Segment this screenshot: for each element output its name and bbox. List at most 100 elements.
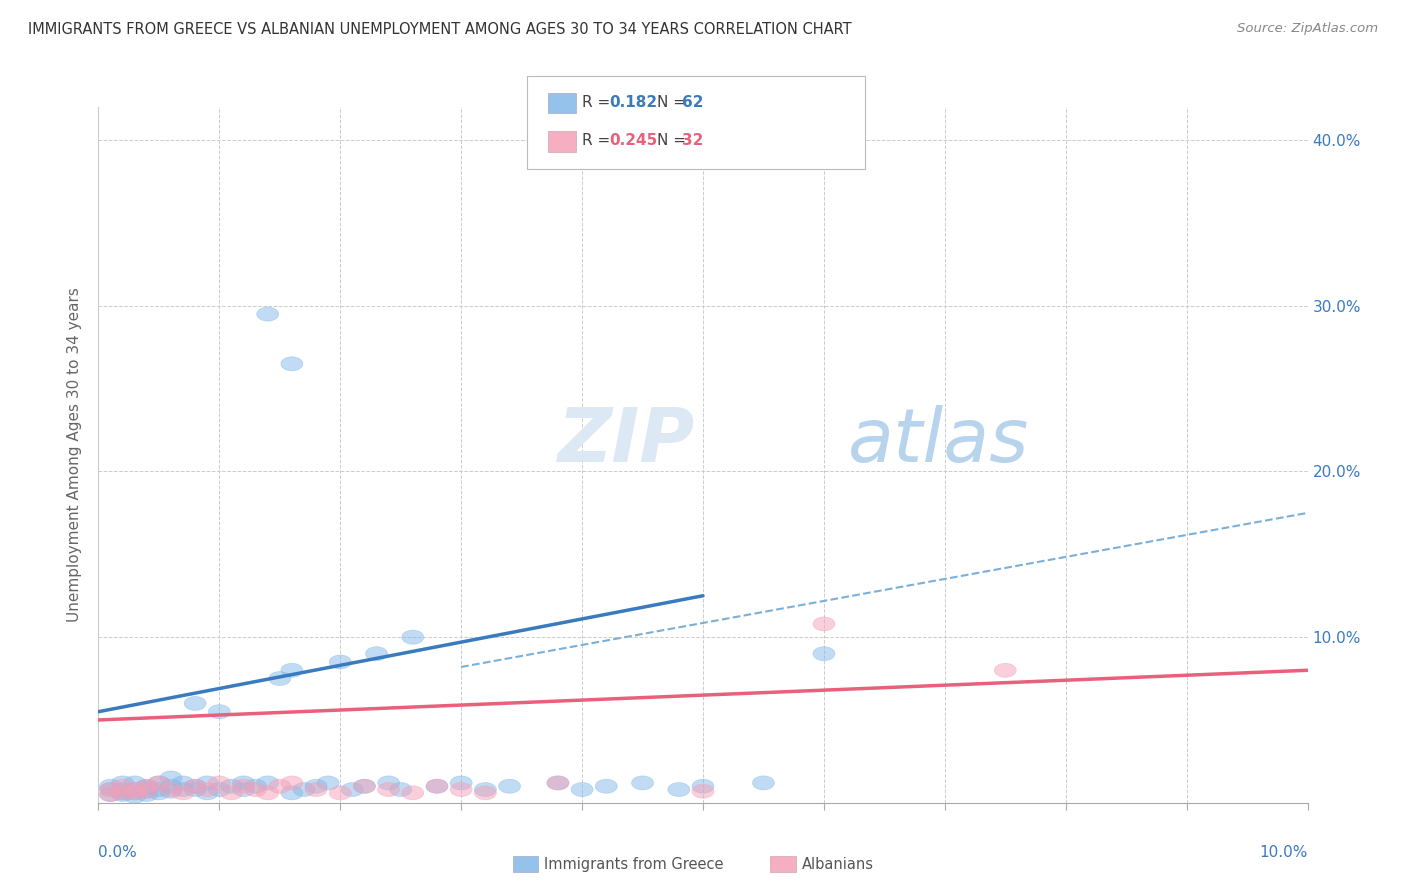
Ellipse shape: [124, 782, 146, 797]
Text: ZIP: ZIP: [558, 404, 695, 477]
Ellipse shape: [184, 780, 207, 793]
Ellipse shape: [148, 776, 170, 790]
Ellipse shape: [124, 782, 146, 797]
Ellipse shape: [402, 786, 423, 800]
Ellipse shape: [184, 780, 207, 793]
Ellipse shape: [547, 776, 569, 790]
Ellipse shape: [595, 780, 617, 793]
Ellipse shape: [136, 780, 157, 793]
Ellipse shape: [281, 776, 302, 790]
Text: Immigrants from Greece: Immigrants from Greece: [544, 857, 724, 871]
Ellipse shape: [378, 782, 399, 797]
Ellipse shape: [111, 786, 134, 800]
Ellipse shape: [269, 672, 291, 686]
Ellipse shape: [426, 780, 449, 793]
Ellipse shape: [111, 776, 134, 790]
Text: N =: N =: [657, 95, 690, 110]
Text: 32: 32: [682, 134, 703, 148]
Ellipse shape: [124, 786, 146, 800]
Ellipse shape: [450, 782, 472, 797]
Ellipse shape: [136, 788, 157, 802]
Ellipse shape: [342, 782, 363, 797]
Text: 62: 62: [682, 95, 703, 110]
Ellipse shape: [281, 786, 302, 800]
Ellipse shape: [692, 784, 714, 798]
Ellipse shape: [172, 776, 194, 790]
Ellipse shape: [631, 776, 654, 790]
Ellipse shape: [124, 776, 146, 790]
Ellipse shape: [184, 782, 207, 797]
Ellipse shape: [305, 782, 328, 797]
Ellipse shape: [329, 655, 352, 669]
Ellipse shape: [208, 705, 231, 719]
Ellipse shape: [353, 780, 375, 793]
Ellipse shape: [111, 782, 134, 797]
Ellipse shape: [994, 664, 1017, 677]
Ellipse shape: [547, 776, 569, 790]
Ellipse shape: [499, 780, 520, 793]
Text: Source: ZipAtlas.com: Source: ZipAtlas.com: [1237, 22, 1378, 36]
Ellipse shape: [136, 784, 157, 798]
Ellipse shape: [269, 780, 291, 793]
Ellipse shape: [100, 788, 121, 802]
Ellipse shape: [571, 782, 593, 797]
Text: 0.0%: 0.0%: [98, 845, 138, 860]
Ellipse shape: [100, 782, 121, 797]
Ellipse shape: [160, 771, 181, 785]
Ellipse shape: [160, 782, 181, 797]
Ellipse shape: [148, 776, 170, 790]
Ellipse shape: [402, 630, 423, 644]
Ellipse shape: [474, 782, 496, 797]
Ellipse shape: [208, 776, 231, 790]
Ellipse shape: [111, 780, 134, 793]
Ellipse shape: [148, 786, 170, 800]
Ellipse shape: [148, 782, 170, 797]
Ellipse shape: [232, 780, 254, 793]
Text: 10.0%: 10.0%: [1260, 845, 1308, 860]
Ellipse shape: [329, 786, 352, 800]
Text: R =: R =: [582, 134, 616, 148]
Text: R =: R =: [582, 95, 616, 110]
Ellipse shape: [668, 782, 690, 797]
Ellipse shape: [474, 786, 496, 800]
Ellipse shape: [245, 782, 267, 797]
Ellipse shape: [124, 786, 146, 800]
Ellipse shape: [232, 782, 254, 797]
Ellipse shape: [172, 782, 194, 797]
Ellipse shape: [813, 617, 835, 631]
Ellipse shape: [197, 782, 218, 797]
Ellipse shape: [752, 776, 775, 790]
Ellipse shape: [208, 782, 231, 797]
Ellipse shape: [232, 776, 254, 790]
Ellipse shape: [257, 307, 278, 321]
Ellipse shape: [292, 782, 315, 797]
Text: N =: N =: [657, 134, 690, 148]
Ellipse shape: [389, 782, 412, 797]
Ellipse shape: [318, 776, 339, 790]
Y-axis label: Unemployment Among Ages 30 to 34 years: Unemployment Among Ages 30 to 34 years: [67, 287, 83, 623]
Text: 0.245: 0.245: [609, 134, 657, 148]
Text: atlas: atlas: [848, 405, 1029, 477]
Text: Albanians: Albanians: [801, 857, 873, 871]
Ellipse shape: [450, 776, 472, 790]
Ellipse shape: [124, 789, 146, 803]
Ellipse shape: [813, 647, 835, 661]
Ellipse shape: [100, 782, 121, 797]
Ellipse shape: [305, 780, 328, 793]
Ellipse shape: [366, 647, 388, 661]
Ellipse shape: [111, 788, 134, 802]
Text: 0.182: 0.182: [609, 95, 657, 110]
Ellipse shape: [172, 786, 194, 800]
Ellipse shape: [197, 786, 218, 800]
Ellipse shape: [221, 786, 242, 800]
Ellipse shape: [245, 780, 267, 793]
Ellipse shape: [136, 780, 157, 795]
Ellipse shape: [692, 780, 714, 793]
Ellipse shape: [353, 780, 375, 793]
Ellipse shape: [378, 776, 399, 790]
Ellipse shape: [111, 786, 134, 800]
Ellipse shape: [100, 780, 121, 793]
Ellipse shape: [257, 786, 278, 800]
Ellipse shape: [221, 780, 242, 793]
Ellipse shape: [281, 664, 302, 677]
